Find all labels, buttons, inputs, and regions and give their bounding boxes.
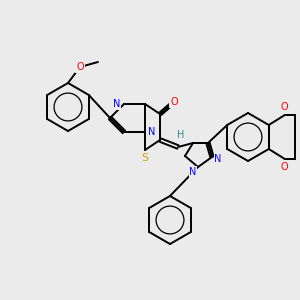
Text: S: S: [141, 153, 148, 163]
Text: N: N: [214, 154, 222, 164]
Text: N: N: [113, 99, 121, 109]
Text: O: O: [170, 97, 178, 107]
Text: N: N: [189, 167, 197, 177]
Text: O: O: [281, 162, 289, 172]
Text: H: H: [177, 130, 185, 140]
Text: O: O: [76, 62, 84, 72]
Text: N: N: [148, 127, 156, 137]
Text: O: O: [281, 102, 289, 112]
